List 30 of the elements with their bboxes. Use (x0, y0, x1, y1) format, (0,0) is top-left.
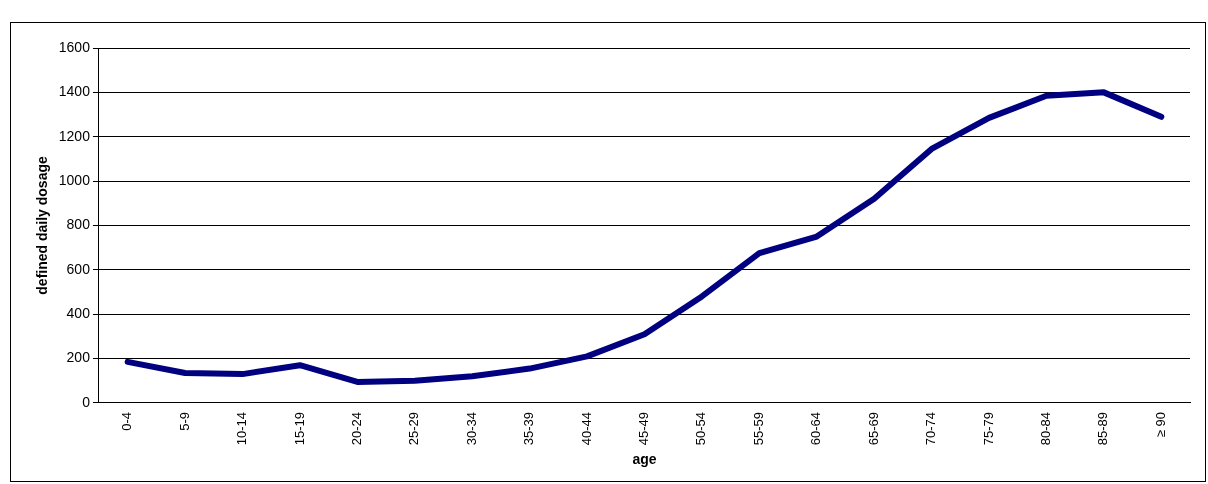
x-tick-label: 35-39 (521, 411, 537, 446)
x-tick-label: 0-4 (119, 411, 135, 431)
y-tick-label: 0 (82, 393, 91, 410)
x-tick-label: 75-79 (980, 411, 996, 446)
x-tick-label: 60-64 (808, 411, 824, 446)
x-tick-label: 70-74 (923, 411, 939, 446)
x-axis-title: age (632, 451, 657, 468)
x-tick-label: 80-84 (1038, 411, 1054, 446)
y-tick-label: 1200 (58, 127, 91, 144)
x-tick-label: 20-24 (348, 411, 364, 446)
x-tick-label: ≥ 90 (1152, 411, 1168, 438)
y-axis-title: defined daily dosage (34, 156, 51, 295)
y-tick-label: 200 (66, 349, 91, 366)
x-tick-label: 40-44 (578, 411, 594, 446)
y-tick-label: 600 (66, 260, 91, 277)
x-tick-label: 50-54 (693, 411, 709, 446)
y-tick-label: 1000 (58, 171, 91, 188)
y-tick-label: 1600 (58, 38, 91, 55)
x-tick-label: 30-34 (463, 411, 479, 446)
y-tick-label: 800 (66, 216, 91, 233)
x-tick-label: 10-14 (234, 411, 250, 446)
y-tick-label: 400 (66, 305, 91, 322)
x-tick-label: 25-29 (406, 411, 422, 446)
x-tick-label: 65-69 (865, 411, 881, 446)
x-tick-label: 45-49 (636, 411, 652, 446)
y-tick-label: 1400 (58, 83, 91, 100)
x-tick-label: 5-9 (176, 411, 192, 431)
x-tick-label: 15-19 (291, 411, 307, 446)
x-tick-label: 85-89 (1095, 411, 1111, 446)
x-tick-label: 55-59 (750, 411, 766, 446)
